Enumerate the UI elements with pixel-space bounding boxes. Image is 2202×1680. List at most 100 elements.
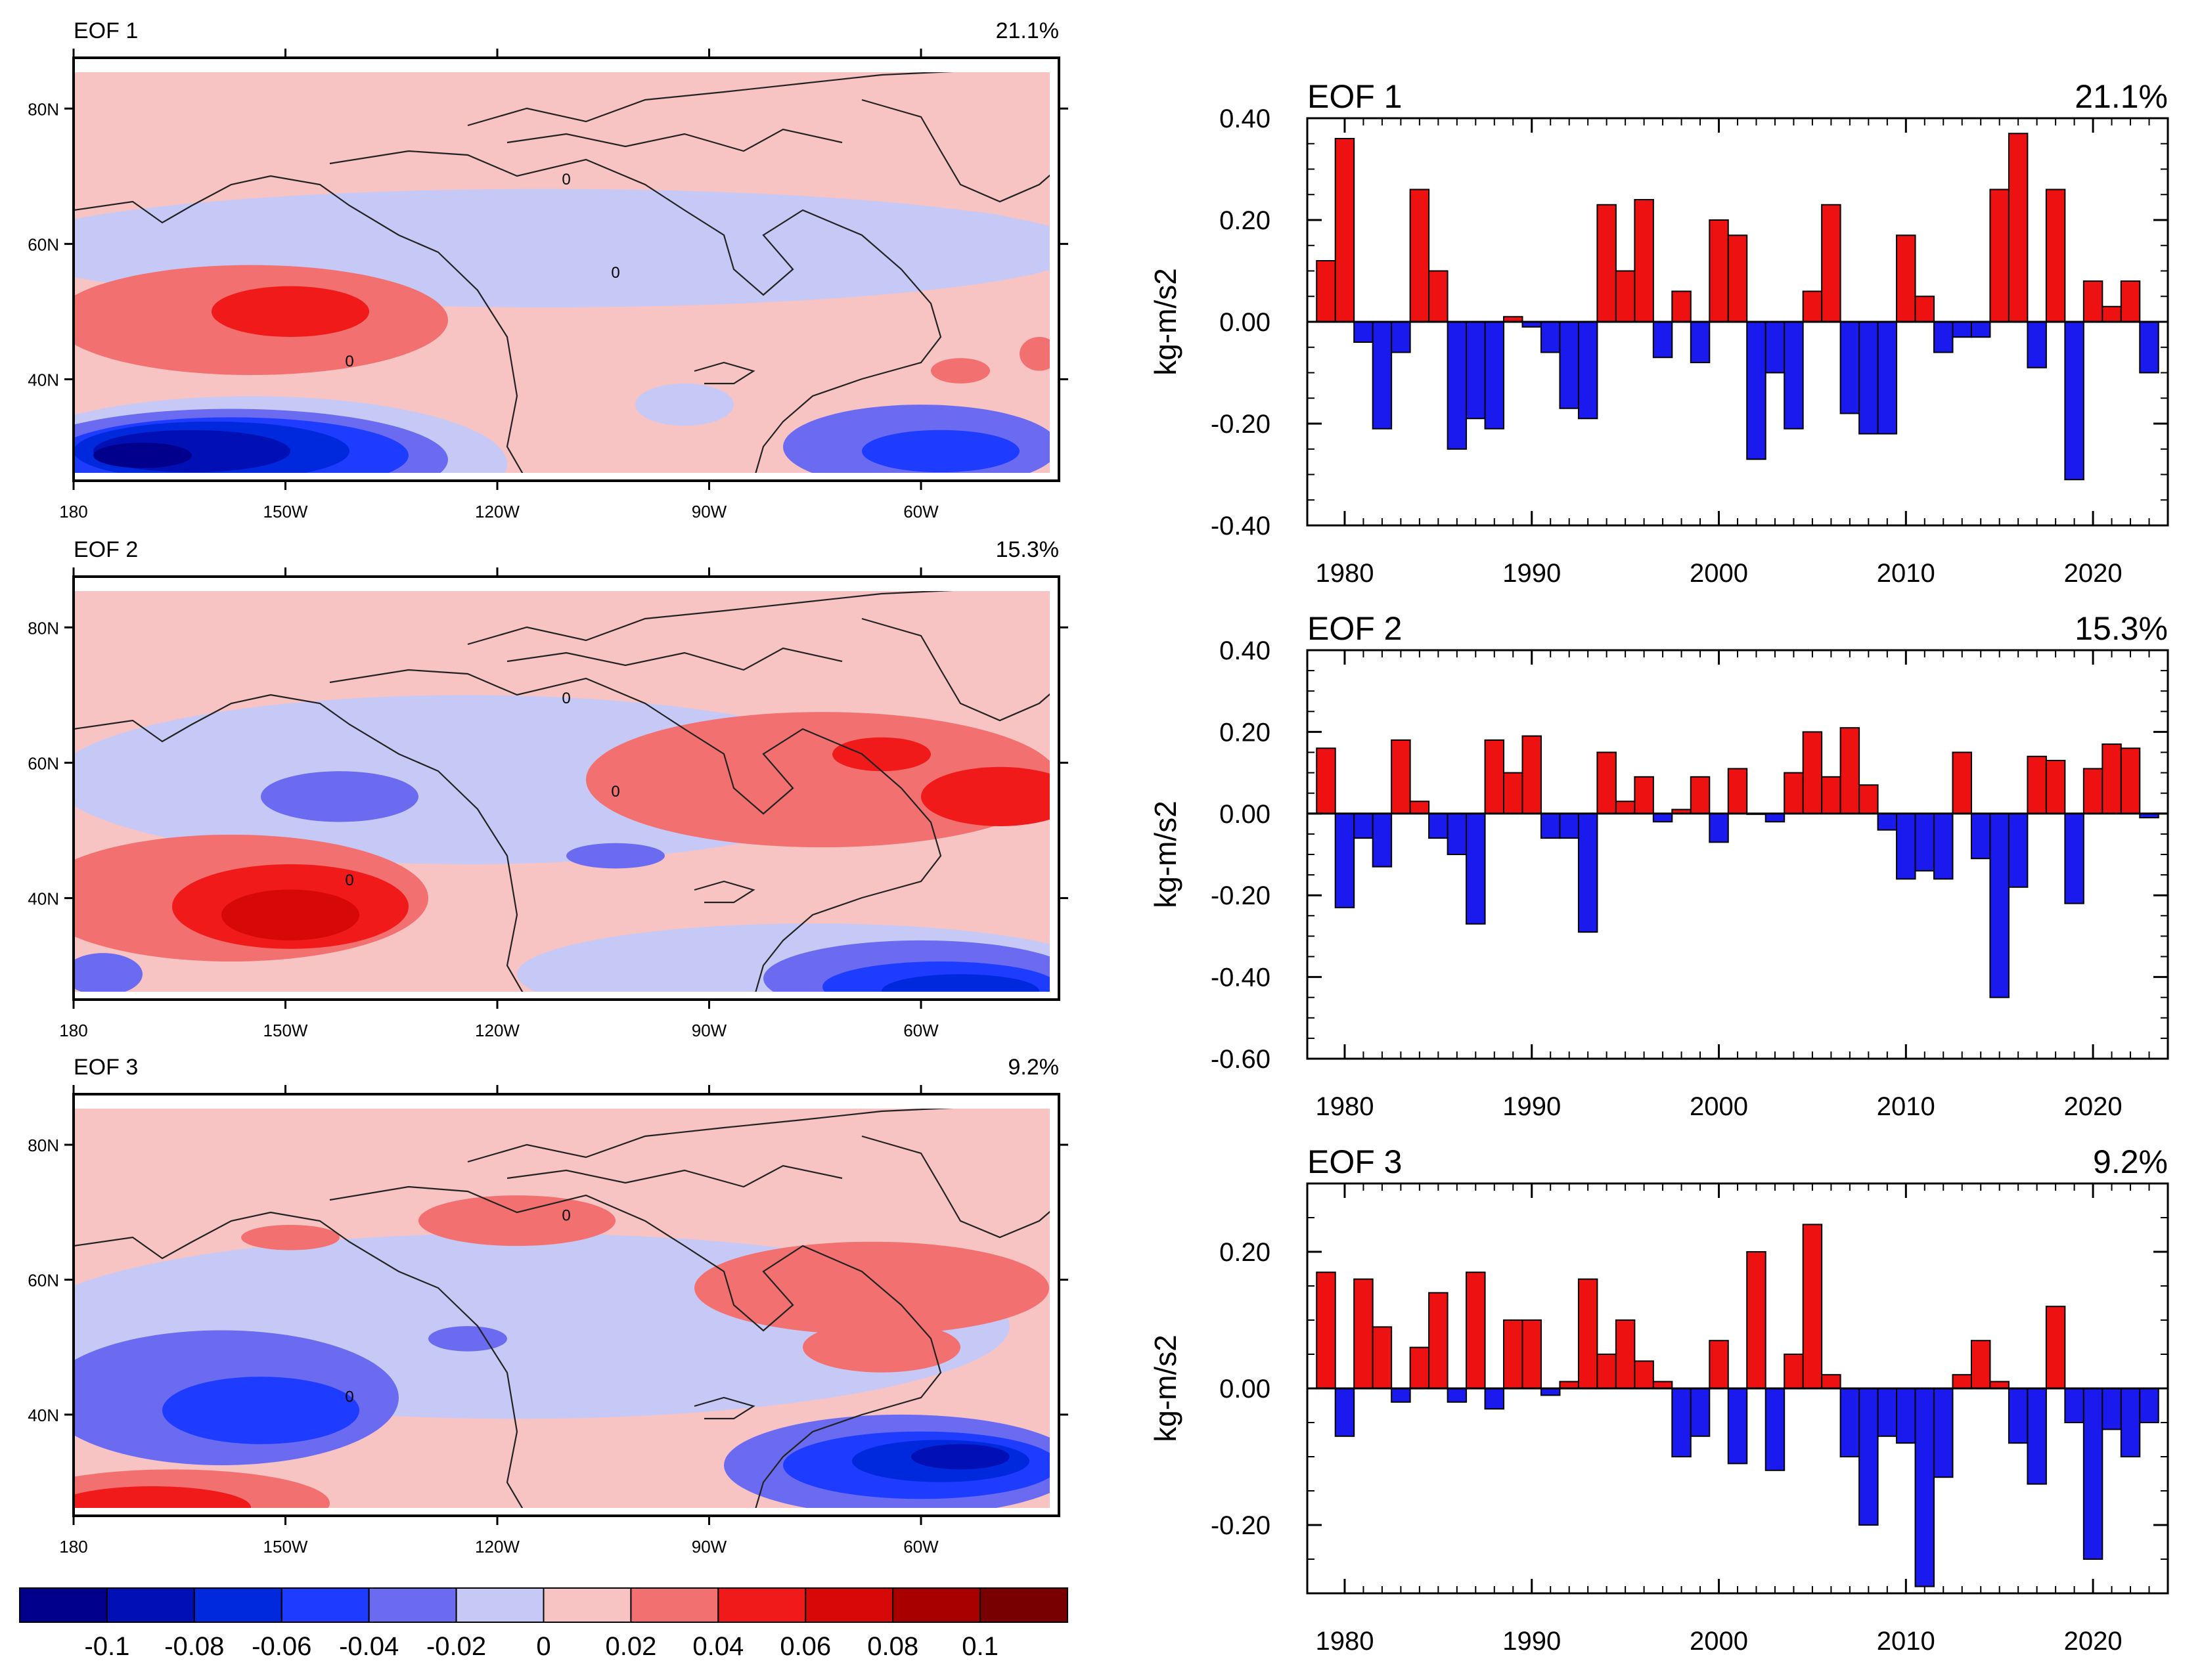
x-tick-label: 2000 <box>1690 1627 1748 1656</box>
contour-region <box>586 712 1050 848</box>
colorbar-swatch <box>455 1587 545 1623</box>
bar <box>1577 1278 1598 1389</box>
bar <box>1521 1319 1542 1389</box>
x-tick-label: 2020 <box>2064 559 2123 588</box>
bar <box>2101 743 2122 814</box>
bar <box>1540 812 1561 839</box>
bar <box>1802 1224 1823 1390</box>
x-tick-label: 1990 <box>1502 1627 1561 1656</box>
bar <box>1615 1319 1636 1389</box>
coastline <box>329 150 942 473</box>
contour-label: 0 <box>345 872 353 889</box>
x-tick-label: 2010 <box>1877 1627 1935 1656</box>
bar <box>1447 1388 1468 1403</box>
y-tick-label: 0.20 <box>1219 206 1270 235</box>
eof-timeseries-1: 0.40 0.20 0.00 -0.20 -0.40 1980 1990 2000 2010 20… <box>1148 78 2169 588</box>
bar <box>1839 727 1860 814</box>
bar <box>1316 747 1336 814</box>
bar <box>1896 1388 1916 1444</box>
lon-tick-label: 150W <box>263 1537 308 1557</box>
lon-tick-label: 120W <box>475 1537 520 1557</box>
y-tick-label: -0.20 <box>1211 1511 1270 1540</box>
contour-region <box>862 430 1020 473</box>
map-label: EOF 2 <box>74 537 138 562</box>
colorbar-label: 0.1 <box>962 1632 999 1661</box>
colorbar-swatch <box>805 1587 894 1623</box>
bar <box>1989 188 2010 322</box>
colorbar-label: 0.08 <box>867 1632 918 1661</box>
bar <box>1821 1374 1841 1389</box>
coastline <box>329 669 942 992</box>
bar <box>2082 768 2103 814</box>
x-tick-label: 1990 <box>1502 559 1561 588</box>
bar <box>1877 321 1898 435</box>
y-axis-label: kg-m/s2 <box>1148 801 1182 908</box>
lon-tick-label: 180 <box>59 1021 87 1040</box>
lat-tick-label: 40N <box>28 889 59 908</box>
bar <box>1727 1388 1748 1465</box>
bar <box>2027 1388 2047 1485</box>
bar <box>1521 735 1542 814</box>
bar <box>2120 747 2141 814</box>
bar <box>1914 296 1935 322</box>
y-tick-label: 0.20 <box>1219 1238 1270 1267</box>
bar <box>2064 321 2084 481</box>
y-tick-label: -0.20 <box>1211 410 1270 439</box>
contour-region <box>93 443 192 468</box>
bar <box>1764 1388 1786 1471</box>
bar <box>2008 1388 2029 1444</box>
contour-label: 0 <box>611 264 619 282</box>
bar <box>1428 1292 1449 1390</box>
map-variance: 15.3% <box>996 537 1059 562</box>
contour-region <box>428 1326 507 1352</box>
map-field <box>74 591 1050 992</box>
bar <box>1334 138 1355 322</box>
bar <box>1690 776 1711 814</box>
contour-region <box>221 889 359 940</box>
eof-timeseries-2: 0.40 0.20 0.00 -0.20 -0.40 -0.60 1980 1990 2000 2… <box>1148 610 2169 1121</box>
colorbar-label: -0.04 <box>339 1632 399 1661</box>
lon-tick-label: 120W <box>475 502 520 521</box>
bar <box>1615 270 1636 322</box>
lon-tick-label: 60W <box>903 1021 939 1040</box>
bar <box>2064 812 2084 904</box>
lon-tick-label: 90W <box>692 1021 727 1040</box>
y-tick-label: -0.20 <box>1211 881 1270 910</box>
lat-tick-label: 80N <box>28 1136 59 1155</box>
contour-region <box>842 210 1039 261</box>
x-tick-label: 1980 <box>1315 1092 1374 1121</box>
bar <box>1428 270 1449 322</box>
x-tick-label: 1980 <box>1315 1627 1374 1656</box>
bar <box>1577 812 1598 933</box>
eof-map-1: EOF 1 21.1% 80N 60N 40N 180 150W 120W 90W 60W 0 0 0 <box>28 18 1068 521</box>
contour-region <box>645 1338 763 1381</box>
x-tick-label: 1980 <box>1315 559 1374 588</box>
bar <box>1933 812 1954 880</box>
coastline <box>506 647 843 671</box>
lon-tick-label: 60W <box>903 502 939 521</box>
y-tick-label: 0.20 <box>1219 718 1270 747</box>
contour-label: 0 <box>345 1388 353 1406</box>
bar <box>1484 1388 1505 1410</box>
bar <box>1391 321 1411 353</box>
bar <box>1353 812 1374 839</box>
bar <box>1391 739 1411 814</box>
chart-title: EOF 2 <box>1307 610 1402 647</box>
y-tick-label: 0.00 <box>1219 800 1270 829</box>
bar <box>1484 739 1505 814</box>
contour-label: 0 <box>345 353 353 370</box>
colorbar-label: -0.06 <box>252 1632 311 1661</box>
bar <box>1466 1271 1486 1389</box>
map-field <box>74 1109 1050 1508</box>
contour-region <box>803 1321 960 1373</box>
contour-region <box>162 1377 359 1444</box>
y-axis-label: kg-m/s2 <box>1148 1335 1182 1442</box>
contour-region <box>931 358 990 384</box>
chart-subtitle: 9.2% <box>2093 1143 2168 1180</box>
lat-tick-label: 60N <box>28 753 59 773</box>
eof-timeseries-3: 0.20 0.00 -0.20 1980 1990 2000 2010 2020 EOF 3 9.… <box>1148 1143 2169 1656</box>
bar <box>1933 1388 1954 1478</box>
bar <box>1671 1388 1692 1457</box>
coastline <box>467 72 954 127</box>
contour-region <box>911 1444 1010 1470</box>
